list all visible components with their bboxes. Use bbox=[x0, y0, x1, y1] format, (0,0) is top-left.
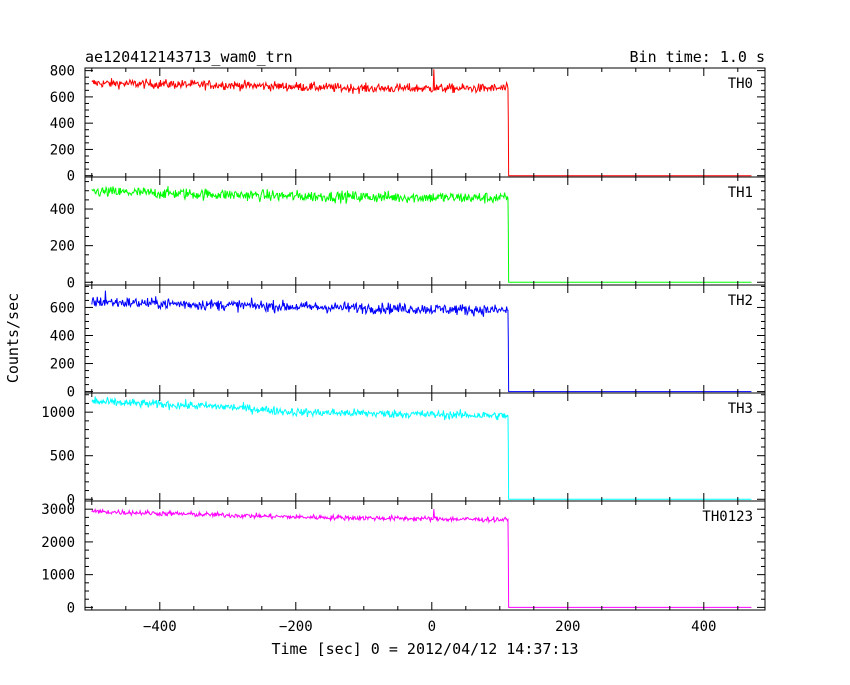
panel-label-th0123: TH0123 bbox=[702, 509, 753, 525]
panel-frame bbox=[84, 284, 766, 394]
panel-frame bbox=[84, 67, 766, 178]
y-axis-label: Counts/sec bbox=[4, 293, 22, 383]
series-line-th2 bbox=[91, 290, 752, 393]
y-tick-label: 600 bbox=[50, 90, 75, 106]
y-tick-label: 0 bbox=[67, 492, 75, 508]
y-tick-label: 800 bbox=[50, 64, 75, 80]
y-tick-label: 200 bbox=[50, 357, 75, 373]
panel-frame bbox=[84, 392, 766, 502]
y-tick-label: 0 bbox=[67, 169, 75, 185]
y-tick-label: 0 bbox=[67, 600, 75, 616]
series-line-th0 bbox=[91, 69, 752, 177]
panel-frame bbox=[84, 500, 766, 611]
series-line-th0123 bbox=[91, 508, 752, 608]
y-tick-label: 400 bbox=[50, 328, 75, 344]
x-tick-label: 400 bbox=[691, 619, 716, 635]
x-axis-label: Time [sec] 0 = 2012/04/12 14:37:13 bbox=[271, 640, 578, 658]
y-tick-label: 2000 bbox=[41, 535, 75, 551]
y-tick-label: 400 bbox=[50, 202, 75, 218]
bin-time-label: Bin time: 1.0 s bbox=[630, 48, 765, 66]
y-tick-label: 3000 bbox=[41, 502, 75, 518]
panel-th3: 0 500 1000 TH3 bbox=[41, 392, 766, 508]
chart-title: ae120412143713_wam0_trn bbox=[85, 48, 293, 66]
y-tick-label: 400 bbox=[50, 116, 75, 132]
y-tick-label: 1000 bbox=[41, 405, 75, 421]
panel-label-th0: TH0 bbox=[728, 76, 753, 92]
panel-label-th3: TH3 bbox=[728, 401, 753, 417]
y-tick-label: 600 bbox=[50, 300, 75, 316]
panel-th2: 0 200 400 600 TH2 bbox=[50, 284, 766, 401]
x-tick-label: 200 bbox=[555, 619, 580, 635]
y-tick-label: 0 bbox=[67, 275, 75, 291]
panel-label-th1: TH1 bbox=[728, 185, 753, 201]
y-tick-label: 200 bbox=[50, 239, 75, 255]
y-tick-label: 0 bbox=[67, 385, 75, 401]
y-tick-label: 200 bbox=[50, 142, 75, 158]
y-tick-label: 1000 bbox=[41, 568, 75, 584]
x-tick-label: −400 bbox=[143, 619, 177, 635]
panel-th1: 0 200 400 TH1 bbox=[50, 176, 766, 291]
y-tick-label: 500 bbox=[50, 449, 75, 465]
x-tick-label: 0 bbox=[428, 619, 436, 635]
series-line-th1 bbox=[91, 185, 752, 283]
panel-th0123: 0 1000 2000 3000 TH0123 bbox=[41, 500, 766, 616]
series-line-th3 bbox=[91, 396, 752, 500]
panel-label-th2: TH2 bbox=[728, 293, 753, 309]
x-tick-label: −200 bbox=[279, 619, 313, 635]
panel-th0: 0 200 400 600 800 TH0 bbox=[50, 64, 766, 185]
